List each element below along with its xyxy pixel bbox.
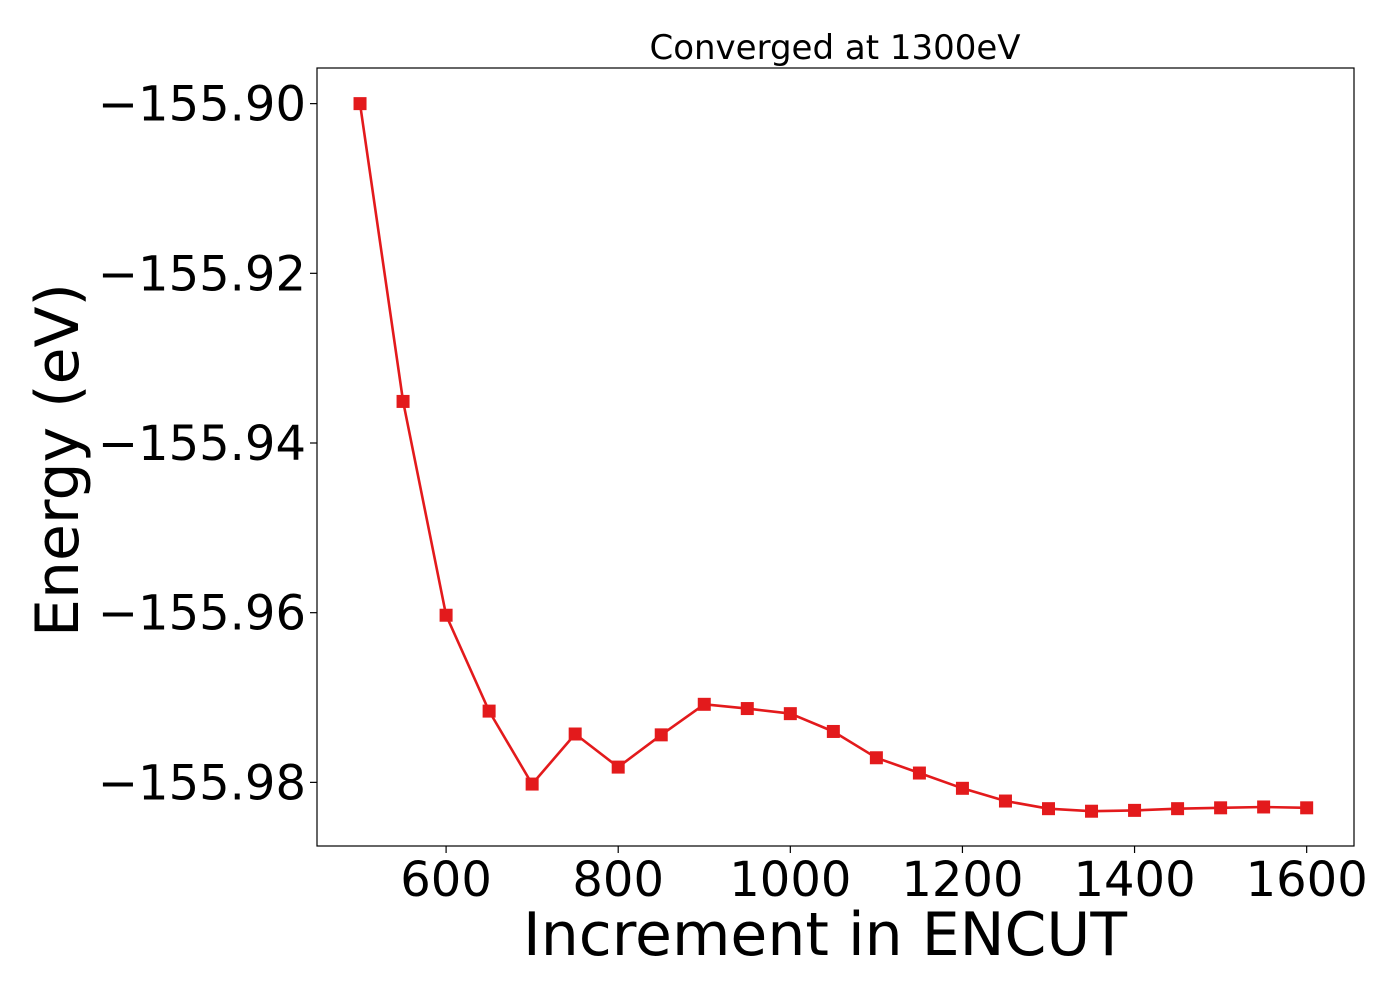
series-line: [358, 103, 1307, 813]
data-point-marker: [998, 794, 1012, 808]
data-point-marker: [1300, 801, 1314, 815]
plot-area-frame: [316, 67, 1355, 847]
x-tick-label: 1200: [901, 852, 1023, 908]
y-axis-label: Energy (eV): [23, 283, 93, 637]
y-tick-label: −155.90: [98, 77, 306, 133]
x-tick-label: 800: [572, 852, 664, 908]
data-series: [353, 97, 1314, 818]
data-point-marker: [525, 777, 539, 791]
data-point-marker: [396, 394, 410, 408]
x-tick-label: 600: [400, 852, 492, 908]
data-point-marker: [353, 97, 367, 111]
data-point-marker: [611, 760, 625, 774]
y-tick-label: −155.98: [98, 755, 306, 811]
data-point-marker: [1128, 803, 1142, 817]
x-tick-label: 1000: [729, 852, 851, 908]
x-tick-label: 1600: [1246, 852, 1368, 908]
y-tick-label: −155.94: [98, 416, 306, 472]
data-point-marker: [1257, 800, 1271, 814]
data-point-marker: [439, 608, 453, 622]
data-point-marker: [482, 704, 496, 718]
data-point-marker: [955, 781, 969, 795]
axis-ticks: 600 800 1000 1200 1400 1600 −155.90 −155.92 −155…: [98, 77, 1368, 908]
data-point-marker: [826, 724, 840, 738]
data-point-marker: [697, 697, 711, 711]
data-point-marker: [654, 728, 668, 742]
data-point-marker: [869, 751, 883, 765]
y-tick-label: −155.96: [98, 586, 306, 642]
x-axis-label: Increment in ENCUT: [523, 900, 1127, 970]
data-point-marker: [912, 766, 926, 780]
data-point-marker: [1214, 801, 1228, 815]
data-point-marker: [568, 727, 582, 741]
data-point-marker: [1085, 804, 1099, 818]
data-point-marker: [1171, 802, 1185, 816]
data-point-marker: [783, 707, 797, 721]
y-tick-label: −155.92: [98, 246, 306, 302]
chart-title: Converged at 1300eV: [649, 28, 1020, 68]
x-tick-label: 1400: [1073, 852, 1195, 908]
data-point-marker: [740, 702, 754, 716]
data-point-marker: [1041, 802, 1055, 816]
